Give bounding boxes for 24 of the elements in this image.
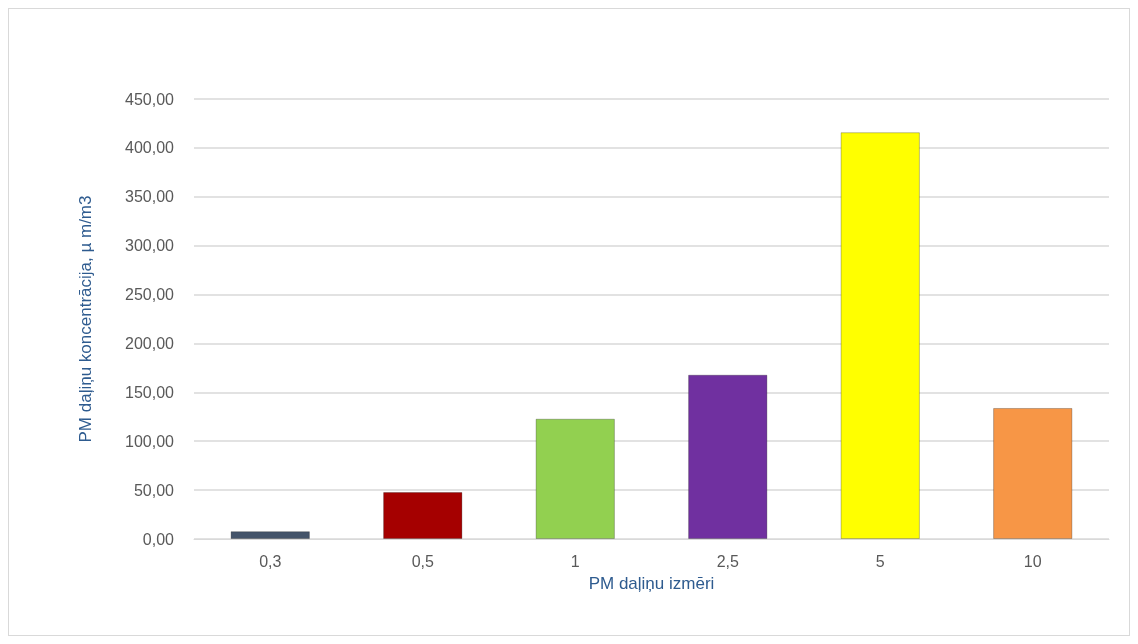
y-tick-label: 350,00 (125, 188, 175, 206)
bar (993, 407, 1073, 539)
y-tick-label: 50,00 (133, 481, 175, 499)
bar (383, 492, 463, 539)
y-axis-title: PM daļiņu koncentrācija, µ m/m3 (76, 195, 95, 443)
y-tick-label: 450,00 (125, 90, 175, 108)
bar (840, 132, 920, 539)
x-tick-label: 5 (875, 552, 885, 570)
bar (535, 418, 615, 539)
x-tick-label: 1 (570, 552, 580, 570)
bar (688, 374, 768, 539)
x-tick-label: 0,3 (259, 552, 282, 570)
y-tick-label: 150,00 (125, 383, 175, 401)
x-tick-label: 0,5 (411, 552, 434, 570)
y-tick-label: 0,00 (142, 530, 175, 548)
x-axis-title: PM daļiņu izmēri (588, 574, 715, 593)
bar (230, 531, 310, 539)
y-tick-label: 100,00 (125, 432, 175, 450)
y-tick-label: 300,00 (125, 237, 175, 255)
x-tick-label: 10 (1023, 552, 1042, 570)
y-tick-label: 200,00 (125, 334, 175, 352)
y-tick-label: 250,00 (125, 286, 175, 304)
x-tick-label: 2,5 (716, 552, 739, 570)
y-tick-label: 400,00 (125, 139, 175, 157)
